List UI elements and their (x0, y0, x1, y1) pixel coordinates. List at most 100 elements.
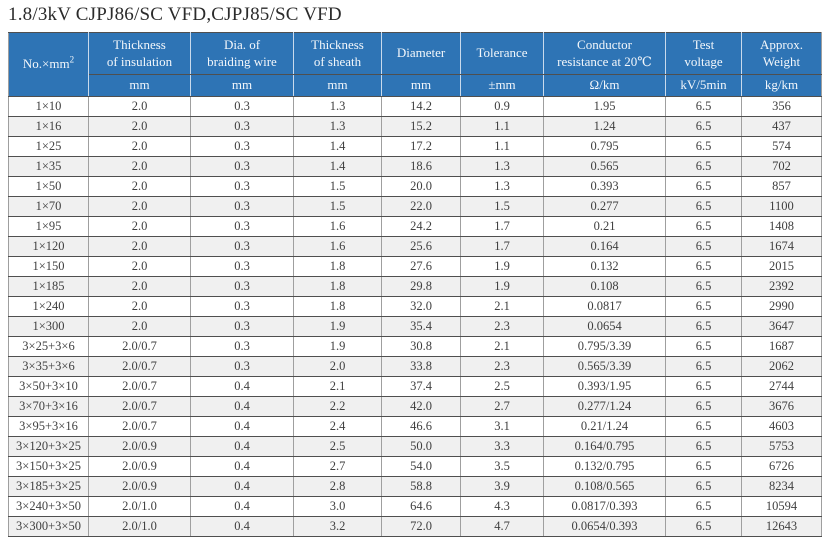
column-header: Thickness of insulation (88, 32, 191, 75)
value-cell: 0.132/0.795 (543, 456, 666, 477)
value-cell: 6.5 (665, 176, 742, 197)
header-labels-row: No.×mm2 Thickness of insulation Dia. of b… (8, 32, 822, 97)
row-size-cell: 1×25 (8, 136, 89, 157)
value-cell: 3.9 (460, 476, 544, 497)
value-cell: 24.2 (381, 216, 461, 237)
row-size-cell: 1×120 (8, 236, 89, 257)
value-cell: 46.6 (381, 416, 461, 437)
column-header-size: No.×mm2 (8, 32, 89, 97)
value-cell: 4.7 (460, 516, 544, 537)
value-cell: 0.3 (190, 136, 294, 157)
value-cell: 0.3 (190, 156, 294, 177)
value-cell: 0.0817 (543, 296, 666, 317)
table-row: 3×35+3×6 2.0/0.7 0.3 2.0 33.8 2.3 0.565/3.39 6.… (8, 356, 822, 377)
value-cell: 2990 (741, 296, 822, 317)
value-cell: 1.6 (293, 236, 382, 257)
value-cell: 0.795 (543, 136, 666, 157)
column-unit: mm (190, 74, 294, 97)
value-cell: 2744 (741, 376, 822, 397)
value-cell: 2.0 (88, 296, 191, 317)
value-cell: 0.4 (190, 476, 294, 497)
value-cell: 2.0 (88, 316, 191, 337)
value-cell: 3.3 (460, 436, 544, 457)
value-cell: 0.795/3.39 (543, 336, 666, 357)
value-cell: 35.4 (381, 316, 461, 337)
value-cell: 54.0 (381, 456, 461, 477)
value-cell: 6.5 (665, 216, 742, 237)
column-header: Dia. of braiding wire (190, 32, 294, 75)
value-cell: 1100 (741, 196, 822, 217)
value-cell: 2392 (741, 276, 822, 297)
size-label-superscript: 2 (69, 55, 75, 66)
value-cell: 0.3 (190, 196, 294, 217)
value-cell: 1.9 (293, 336, 382, 357)
value-cell: 0.21/1.24 (543, 416, 666, 437)
table-row: 1×95 2.0 0.3 1.6 24.2 1.7 0.21 6.5 1408 (8, 216, 822, 237)
value-cell: 0.3 (190, 96, 294, 117)
value-cell: 1.5 (293, 196, 382, 217)
value-cell: 6.5 (665, 136, 742, 157)
value-cell: 25.6 (381, 236, 461, 257)
table-row: 1×25 2.0 0.3 1.4 17.2 1.1 0.795 6.5 574 (8, 136, 822, 157)
value-cell: 6.5 (665, 276, 742, 297)
table-row: 1×10 2.0 0.3 1.3 14.2 0.9 1.95 6.5 356 (8, 96, 822, 117)
table-row: 3×240+3×50 2.0/1.0 0.4 3.0 64.6 4.3 0.0817/0.3… (8, 496, 822, 517)
value-cell: 1408 (741, 216, 822, 237)
value-cell: 42.0 (381, 396, 461, 417)
value-cell: 6.5 (665, 496, 742, 517)
value-cell: 0.164 (543, 236, 666, 257)
row-size-cell: 3×25+3×6 (8, 336, 89, 357)
column-unit: mm (381, 74, 461, 97)
value-cell: 6.5 (665, 476, 742, 497)
value-cell: 5753 (741, 436, 822, 457)
value-cell: 1674 (741, 236, 822, 257)
value-cell: 1.3 (460, 156, 544, 177)
value-cell: 2.4 (293, 416, 382, 437)
value-cell: 14.2 (381, 96, 461, 117)
value-cell: 2.1 (293, 376, 382, 397)
row-size-cell: 3×150+3×25 (8, 456, 89, 477)
row-size-cell: 1×16 (8, 116, 89, 137)
value-cell: 22.0 (381, 196, 461, 217)
value-cell: 0.108 (543, 276, 666, 297)
table-row: 3×120+3×25 2.0/0.9 0.4 2.5 50.0 3.3 0.164/0.79… (8, 436, 822, 457)
table-row: 1×150 2.0 0.3 1.8 27.6 1.9 0.132 6.5 2015 (8, 256, 822, 277)
row-size-cell: 3×300+3×50 (8, 516, 89, 537)
value-cell: 2.0 (88, 236, 191, 257)
value-cell: 0.3 (190, 276, 294, 297)
value-cell: 2.0/0.9 (88, 476, 191, 497)
row-size-cell: 3×240+3×50 (8, 496, 89, 517)
value-cell: 17.2 (381, 136, 461, 157)
value-cell: 18.6 (381, 156, 461, 177)
row-size-cell: 1×300 (8, 316, 89, 337)
table-row: 3×150+3×25 2.0/0.9 0.4 2.7 54.0 3.5 0.132/0.79… (8, 456, 822, 477)
value-cell: 2.0/0.9 (88, 456, 191, 477)
column-unit: mm (293, 74, 382, 97)
table-header: No.×mm2 Thickness of insulation Dia. of b… (8, 32, 822, 97)
page-title: 1.8/3kV CJPJ86/SC VFD,CJPJ85/SC VFD (8, 4, 342, 25)
value-cell: 27.6 (381, 256, 461, 277)
size-label: No.×mm (22, 56, 70, 72)
value-cell: 0.0817/0.393 (543, 496, 666, 517)
header-units-row: mm mm mm mm ±mm Ω/km kV/5min kg/km (9, 74, 822, 97)
value-cell: 1.8 (293, 296, 382, 317)
value-cell: 6.5 (665, 156, 742, 177)
row-size-cell: 3×185+3×25 (8, 476, 89, 497)
value-cell: 32.0 (381, 296, 461, 317)
value-cell: 356 (741, 96, 822, 117)
value-cell: 2.0 (88, 116, 191, 137)
value-cell: 6.5 (665, 316, 742, 337)
value-cell: 6.5 (665, 336, 742, 357)
value-cell: 1.3 (460, 176, 544, 197)
value-cell: 1.3 (293, 96, 382, 117)
value-cell: 2.0 (88, 96, 191, 117)
column-header: Thickness of sheath (293, 32, 382, 75)
value-cell: 0.277 (543, 196, 666, 217)
column-header: Approx. Weight (741, 32, 822, 75)
value-cell: 2.0/0.7 (88, 356, 191, 377)
table-row: 3×50+3×10 2.0/0.7 0.4 2.1 37.4 2.5 0.393/1.95 6… (8, 376, 822, 397)
value-cell: 0.393 (543, 176, 666, 197)
value-cell: 1.4 (293, 156, 382, 177)
value-cell: 8234 (741, 476, 822, 497)
value-cell: 2015 (741, 256, 822, 277)
